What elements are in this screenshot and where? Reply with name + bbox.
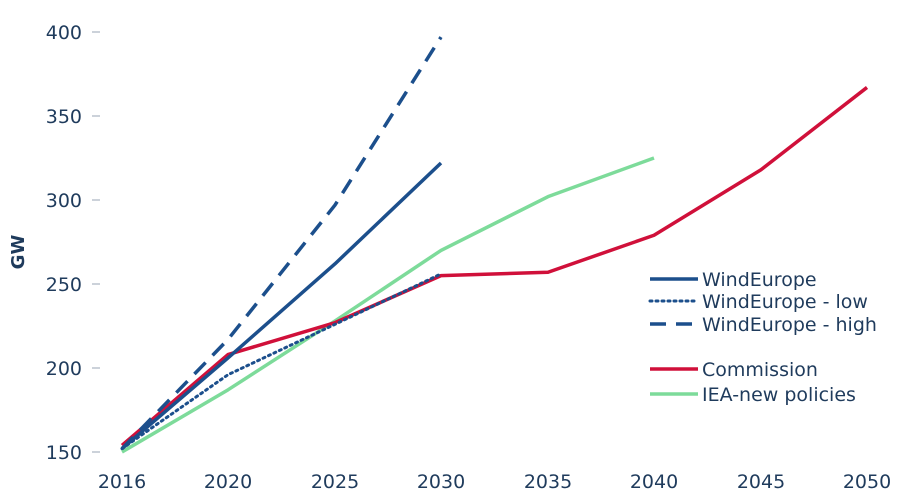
y-tick-label: 150 xyxy=(46,442,82,464)
y-tick-label: 200 xyxy=(46,358,82,380)
plot-area xyxy=(120,36,869,454)
y-axis-title: GW xyxy=(8,235,29,270)
legend-label-iea-new-policies: IEA-new policies xyxy=(702,384,856,406)
series-line-windeurope-low xyxy=(120,272,443,451)
x-tick-label: 2035 xyxy=(524,471,572,493)
y-tick-label: 350 xyxy=(46,106,82,128)
x-tick-label: 2030 xyxy=(417,471,465,493)
series-line-windeurope xyxy=(120,161,443,450)
x-tick-label: 2050 xyxy=(843,471,891,493)
x-axis: 2016 2020 2025 2030 2035 2040 2045 2050 xyxy=(98,471,891,493)
series-line-commission xyxy=(120,86,869,447)
series-line-iea-new-policies xyxy=(121,156,655,454)
y-tick-label: 250 xyxy=(46,274,82,296)
series-line-windeurope-high xyxy=(120,36,443,450)
x-tick-label: 2045 xyxy=(737,471,785,493)
x-tick-label: 2020 xyxy=(204,471,252,493)
y-axis: 150 200 250 300 350 400 xyxy=(46,22,100,464)
x-tick-label: 2025 xyxy=(311,471,359,493)
y-tick-label: 300 xyxy=(46,190,82,212)
legend-label-windeurope: WindEurope xyxy=(702,269,817,291)
legend-label-commission: Commission xyxy=(702,359,818,381)
y-tick-label: 400 xyxy=(46,22,82,44)
legend-label-windeurope-low: WindEurope - low xyxy=(702,291,868,313)
x-tick-label: 2040 xyxy=(630,471,678,493)
legend-label-windeurope-high: WindEurope - high xyxy=(702,314,877,336)
x-tick-label: 2016 xyxy=(98,471,146,493)
